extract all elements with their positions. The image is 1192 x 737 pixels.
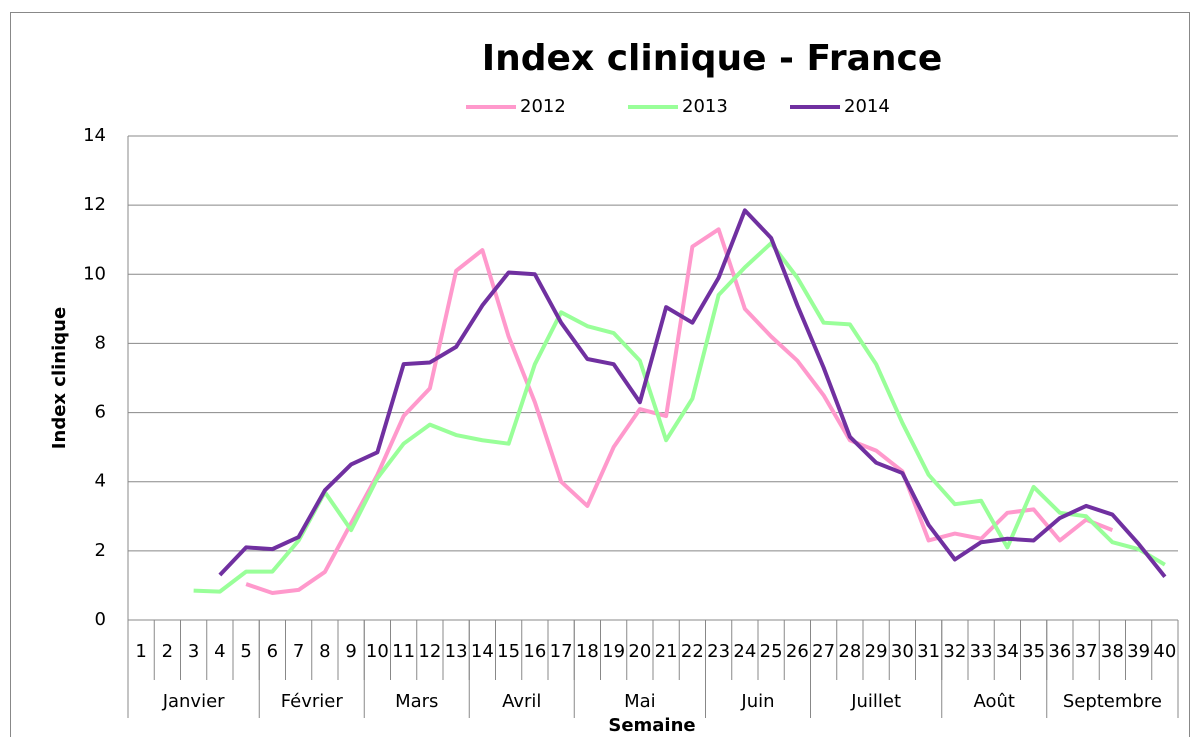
month-label: Avril [502, 691, 541, 712]
x-tick-label: 19 [602, 641, 625, 662]
month-label: Août [974, 691, 1015, 712]
month-label: Juin [740, 691, 774, 712]
x-tick-label: 33 [970, 641, 993, 662]
month-label: Mai [624, 691, 656, 712]
x-tick-label: 10 [366, 641, 389, 662]
y-tick-label: 0 [95, 609, 106, 630]
month-label: Septembre [1063, 691, 1162, 712]
x-tick-label: 9 [345, 641, 356, 662]
x-tick-label: 7 [293, 641, 304, 662]
x-tick-label: 38 [1101, 641, 1124, 662]
x-tick-label: 23 [707, 641, 730, 662]
y-tick-label: 4 [95, 471, 106, 492]
chart-title: Index clinique - France [482, 38, 943, 79]
chart-border [10, 12, 1190, 737]
x-tick-label: 26 [786, 641, 809, 662]
y-tick-label: 8 [95, 332, 106, 353]
x-tick-label: 14 [471, 641, 494, 662]
x-tick-label: 12 [418, 641, 441, 662]
x-tick-label: 30 [891, 641, 914, 662]
x-tick-label: 16 [523, 641, 546, 662]
x-tick-label: 27 [812, 641, 835, 662]
x-tick-label: 6 [267, 641, 278, 662]
x-tick-label: 21 [655, 641, 678, 662]
month-label: Juillet [850, 691, 901, 712]
x-tick-label: 11 [392, 641, 415, 662]
month-label: Mars [395, 691, 438, 712]
y-axis-title: Index clinique [49, 307, 70, 449]
x-tick-label: 35 [1022, 641, 1045, 662]
x-tick-label: 22 [681, 641, 704, 662]
x-tick-label: 28 [838, 641, 861, 662]
x-tick-label: 39 [1127, 641, 1150, 662]
x-tick-label: 4 [214, 641, 225, 662]
x-tick-label: 40 [1153, 641, 1176, 662]
x-tick-label: 15 [497, 641, 520, 662]
x-tick-label: 37 [1075, 641, 1098, 662]
x-tick-label: 20 [628, 641, 651, 662]
y-tick-label: 14 [83, 125, 106, 146]
month-label: Janvier [162, 691, 225, 712]
y-tick-label: 2 [95, 540, 106, 561]
legend-label: 2013 [682, 96, 728, 117]
x-tick-label: 24 [733, 641, 756, 662]
series-line [245, 227, 1114, 596]
month-label: Février [281, 691, 344, 712]
x-tick-label: 25 [760, 641, 783, 662]
y-tick-label: 10 [83, 263, 106, 284]
x-tick-label: 18 [576, 641, 599, 662]
x-tick-label: 5 [240, 641, 251, 662]
x-tick-label: 29 [865, 641, 888, 662]
series-line [218, 208, 1167, 579]
x-tick-label: 17 [550, 641, 573, 662]
x-tick-label: 34 [996, 641, 1019, 662]
x-axis-title: Semaine [608, 715, 695, 736]
x-tick-label: 31 [917, 641, 940, 662]
x-tick-label: 1 [135, 641, 146, 662]
x-tick-label: 2 [162, 641, 173, 662]
x-tick-label: 13 [445, 641, 468, 662]
y-tick-label: 12 [83, 194, 106, 215]
x-tick-label: 3 [188, 641, 199, 662]
legend-label: 2012 [520, 96, 566, 117]
x-tick-label: 8 [319, 641, 330, 662]
legend-label: 2014 [844, 96, 890, 117]
x-tick-label: 36 [1048, 641, 1071, 662]
x-tick-label: 32 [943, 641, 966, 662]
y-tick-label: 6 [95, 402, 106, 423]
